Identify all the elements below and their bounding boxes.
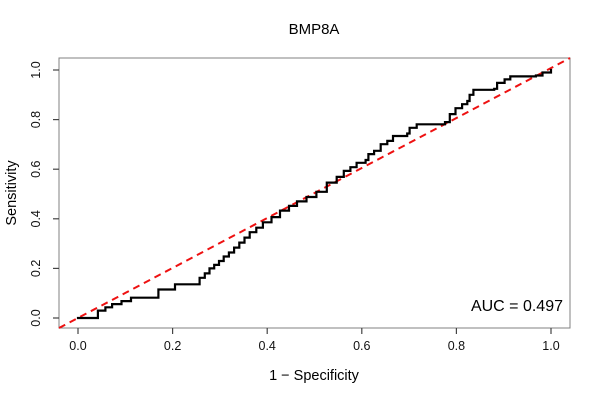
x-tick-label: 0.2 (164, 339, 181, 353)
chart-title: BMP8A (289, 21, 340, 38)
y-tick-label: 0.0 (29, 309, 43, 326)
x-tick-label: 0.0 (69, 339, 86, 353)
x-tick-label: 0.4 (259, 339, 276, 353)
x-tick-label: 1.0 (542, 339, 559, 353)
x-axis-label: 1 − Specificity (269, 368, 360, 384)
y-axis-ticks: 0.0 0.2 0.4 0.6 0.8 1.0 (29, 61, 59, 327)
x-tick-label: 0.8 (448, 339, 465, 353)
roc-curve-line (76, 68, 553, 320)
plot-border-box (58, 57, 571, 329)
chance-diagonal-line (58, 57, 571, 329)
y-tick-label: 1.0 (29, 61, 43, 78)
y-tick-label: 0.4 (29, 210, 43, 227)
auc-annotation: AUC = 0.497 (471, 298, 563, 315)
y-axis-label: Sensitivity (4, 160, 20, 226)
y-tick-label: 0.8 (29, 111, 43, 128)
y-tick-label: 0.2 (29, 260, 43, 277)
x-axis-ticks: 0.0 0.2 0.4 0.6 0.8 1.0 (69, 328, 560, 353)
y-tick-label: 0.6 (29, 160, 43, 177)
x-tick-label: 0.6 (353, 339, 370, 353)
